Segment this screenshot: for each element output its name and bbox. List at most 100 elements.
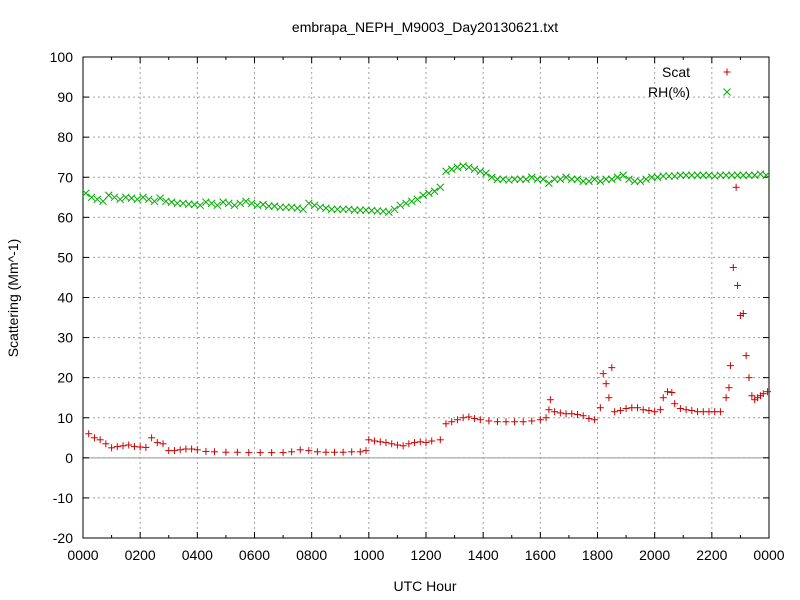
y-tick-label: -20 [53, 530, 73, 546]
scat-point [442, 420, 450, 428]
marker-stroke [533, 175, 542, 184]
marker-stroke [299, 205, 307, 214]
scat-point [222, 448, 230, 456]
rh-point [567, 175, 576, 184]
rh-point [213, 201, 222, 210]
rh-point [733, 171, 742, 180]
scat-point [148, 434, 156, 442]
marker-stroke [390, 205, 399, 214]
legend-marker [723, 88, 731, 96]
y-tick-label: 10 [57, 410, 73, 426]
marker-stroke [493, 175, 502, 184]
scat-point [748, 392, 756, 400]
marker-stroke [602, 175, 610, 184]
marker-stroke [333, 205, 342, 214]
scat-point [96, 436, 104, 444]
rh-point [333, 205, 342, 214]
x-tick-label: 2000 [639, 547, 670, 563]
rh-point [93, 195, 102, 204]
marker-stroke [139, 193, 147, 202]
y-tick-label: 40 [57, 290, 73, 306]
rh-point [470, 165, 479, 174]
rh-point [139, 193, 147, 202]
scat-point [153, 439, 161, 447]
y-tick-label: -10 [53, 490, 73, 506]
scat-point [448, 418, 456, 426]
y-tick-label: 90 [57, 89, 73, 105]
rh-point [676, 171, 685, 180]
y-tick-label: 20 [57, 370, 73, 386]
rh-point [550, 175, 559, 184]
series-scat [85, 183, 772, 457]
marker-stroke [133, 195, 142, 204]
marker-stroke [93, 195, 102, 204]
scat-point [422, 439, 430, 447]
x-tick-label: 1600 [525, 547, 556, 563]
x-tick-label: 0400 [182, 547, 213, 563]
marker-stroke [482, 169, 490, 178]
scat-point [288, 448, 296, 456]
scat-point [616, 407, 624, 415]
marker-stroke [230, 201, 239, 210]
marker-stroke [687, 171, 696, 180]
marker-stroke [613, 173, 622, 182]
y-tick-label: 0 [65, 450, 73, 466]
marker-stroke [522, 175, 530, 184]
scat-point [568, 410, 576, 418]
scat-point [428, 437, 436, 445]
marker-stroke [722, 171, 730, 180]
scat-point [90, 434, 98, 442]
scat-point [528, 417, 536, 425]
rh-point [150, 197, 159, 206]
scat-point [602, 380, 610, 388]
marker-stroke [642, 175, 650, 184]
scat-point [459, 414, 467, 422]
legend-marker-rh [723, 88, 731, 96]
series-rh [82, 162, 770, 216]
rh-point [104, 191, 113, 200]
scat-point [465, 413, 473, 421]
marker-stroke [304, 199, 313, 208]
rh-point [745, 171, 753, 180]
rh-point [87, 193, 96, 202]
scat-point [542, 414, 550, 422]
marker-stroke [636, 177, 645, 186]
marker-stroke [407, 197, 416, 206]
y-tick-label: 60 [57, 209, 73, 225]
marker-stroke [156, 194, 165, 202]
scat-point [639, 406, 647, 414]
scat-point [405, 440, 413, 448]
scat-point [188, 445, 196, 453]
rh-point [665, 172, 673, 180]
x-tick-label: 0000 [753, 547, 784, 563]
marker-stroke [556, 175, 565, 184]
scat-point [453, 416, 461, 424]
grid-lines [83, 57, 769, 538]
scat-point [436, 436, 444, 444]
marker-stroke [253, 201, 262, 210]
marker-stroke [545, 179, 553, 188]
legend-marker-scat [723, 68, 731, 76]
scat-point [605, 394, 613, 402]
rh-point [630, 177, 639, 186]
y-tick-label: 50 [57, 249, 73, 265]
rh-point [625, 175, 633, 184]
scat-point [682, 406, 690, 414]
x-axis-title: UTC Hour [393, 578, 456, 594]
scat-point [268, 449, 276, 457]
scat-point [176, 446, 184, 454]
scat-point [256, 449, 264, 457]
scat-point [622, 405, 630, 413]
marker-stroke [247, 199, 256, 208]
marker-stroke [670, 172, 679, 180]
scat-point [764, 388, 772, 396]
marker-stroke [739, 171, 748, 180]
rh-point [282, 203, 290, 212]
scat-point [676, 405, 684, 413]
marker-stroke [476, 167, 485, 176]
rh-point [539, 175, 548, 184]
scat-point [585, 415, 593, 423]
scat-point [356, 448, 364, 456]
marker-stroke [82, 189, 90, 198]
scat-point [233, 448, 241, 456]
